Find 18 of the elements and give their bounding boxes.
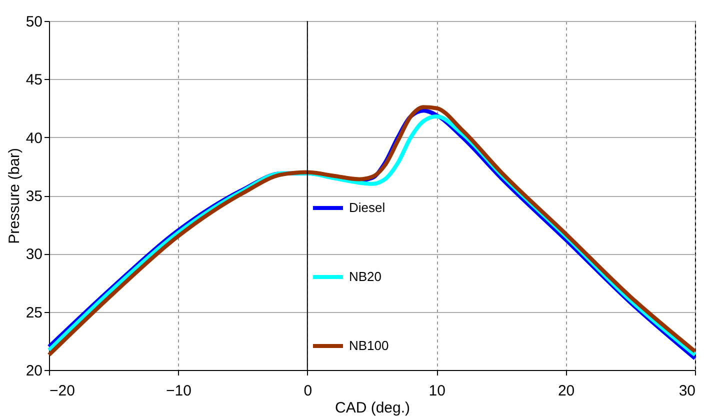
y-axis-title: Pressure (bar) [6, 148, 23, 244]
legend-label: NB20 [349, 269, 382, 284]
legend-label: NB100 [349, 338, 389, 353]
x-tick-label: 20 [558, 382, 575, 400]
y-tick-label: 40 [26, 130, 42, 147]
y-tick-label: 50 [26, 14, 42, 30]
x-tick-label: 10 [428, 382, 446, 400]
x-tick-label: 0 [304, 382, 312, 400]
x-axis-title: CAD (deg.) [334, 400, 410, 416]
y-tick-label: 20 [26, 362, 42, 380]
y-tick-label: 25 [26, 304, 42, 322]
x-tick-label: −10 [166, 382, 192, 400]
x-tick-label: −20 [50, 382, 75, 400]
y-tick-label: 30 [26, 246, 42, 264]
x-tick-label: 30 [678, 382, 696, 400]
legend-label: Diesel [349, 200, 386, 215]
y-tick-label: 45 [26, 72, 42, 89]
y-tick-label: 35 [26, 188, 42, 205]
